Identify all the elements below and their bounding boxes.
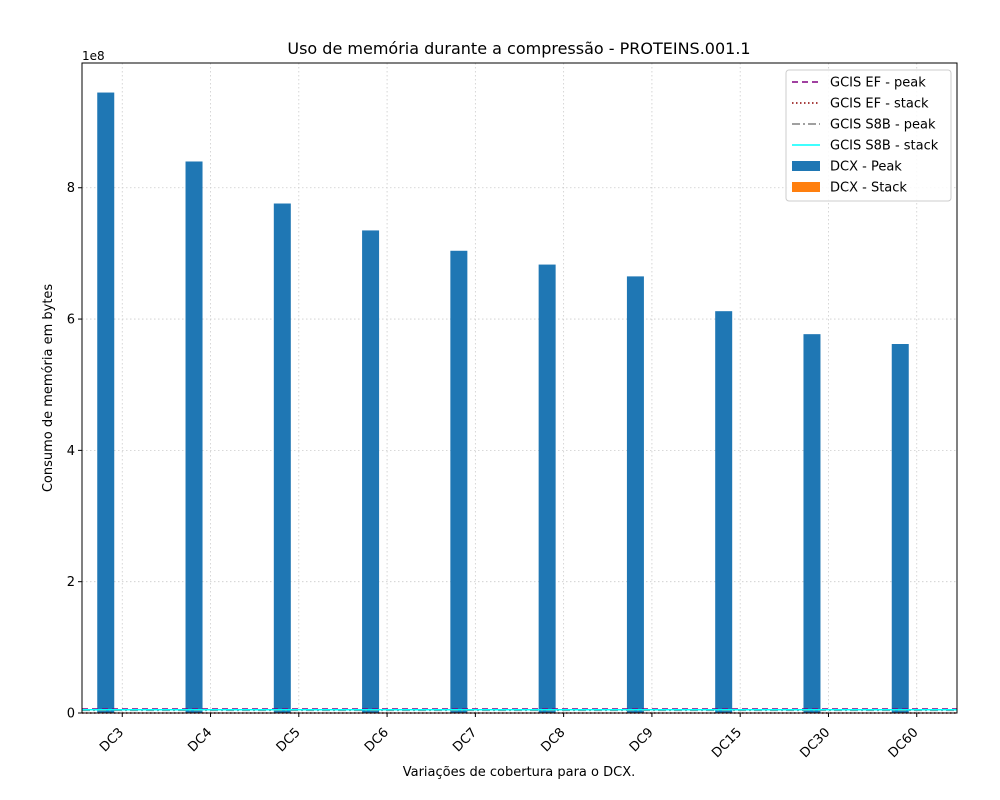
legend-label: GCIS S8B - peak xyxy=(830,118,936,133)
legend-box xyxy=(785,69,952,202)
y-axis: 0 2 4 6 8 xyxy=(67,181,82,722)
x-axis-label: Variações de cobertura para o DCX. xyxy=(403,765,636,780)
legend-swatch xyxy=(792,161,820,171)
chart-title: Uso de memória durante a compressão - PR… xyxy=(287,39,750,58)
bars xyxy=(97,92,909,713)
bar-dcx-peak xyxy=(185,161,203,713)
plot-frame xyxy=(81,62,958,714)
legend: GCIS EF - peak GCIS EF - stack GCIS S8B - … xyxy=(785,69,952,202)
bar-dcx-peak xyxy=(97,92,115,713)
bar-dcx-peak xyxy=(450,250,468,713)
y-axis-label: Consumo de memória em bytes xyxy=(41,284,56,493)
legend-swatch xyxy=(792,182,820,192)
y-tick-label: 2 xyxy=(67,575,75,590)
y-tick-label: 4 xyxy=(67,444,75,459)
bar-dcx-peak xyxy=(538,264,556,713)
y-offset-text: 1e8 xyxy=(82,49,105,63)
legend-label: GCIS EF - peak xyxy=(830,76,926,91)
legend-label: DCX - Peak xyxy=(830,160,902,175)
y-tick-label: 8 xyxy=(67,181,75,196)
bar-dcx-peak xyxy=(803,334,821,713)
y-tick-label: 0 xyxy=(67,707,75,722)
bar-dcx-peak xyxy=(891,344,909,713)
y-tick-label: 6 xyxy=(67,313,75,328)
bar-dcx-peak xyxy=(273,203,291,713)
bar-dcx-peak xyxy=(362,230,380,713)
legend-label: GCIS EF - stack xyxy=(830,97,929,112)
bar-dcx-peak xyxy=(715,311,733,713)
bar-dcx-peak xyxy=(626,276,644,713)
legend-label: GCIS S8B - stack xyxy=(830,139,939,154)
legend-label: DCX - Stack xyxy=(830,181,907,196)
